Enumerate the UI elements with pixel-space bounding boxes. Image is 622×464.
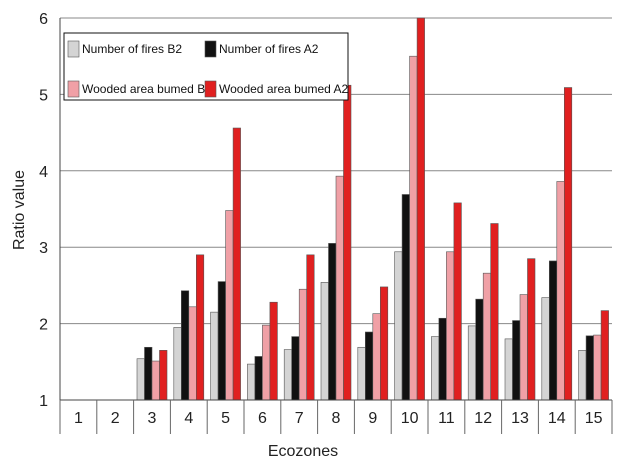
bar-1-6 [247, 364, 255, 400]
x-tick-label: 4 [184, 410, 193, 427]
y-tick-label: 4 [39, 164, 48, 181]
bar-1-9 [358, 347, 366, 400]
bar-2-9 [365, 332, 373, 400]
bar-4-9 [380, 287, 388, 400]
y-tick-label: 6 [39, 11, 48, 28]
bar-2-13 [513, 321, 521, 400]
bar-4-4 [196, 255, 204, 400]
legend-label: Wooded area bumed B2 [82, 82, 212, 96]
bar-1-3 [137, 359, 145, 400]
y-tick-label: 2 [39, 317, 48, 334]
x-tick-label: 2 [111, 410, 120, 427]
y-axis-label: Ratio value [11, 170, 28, 250]
bar-4-14 [564, 88, 572, 400]
bar-2-3 [145, 347, 153, 400]
bar-3-4 [189, 307, 197, 400]
bar-1-14 [542, 298, 550, 400]
x-tick-label: 11 [438, 410, 455, 427]
bar-1-7 [284, 350, 292, 400]
bar-3-8 [336, 176, 344, 400]
x-tick-label: 5 [221, 410, 230, 427]
bar-4-7 [307, 255, 315, 400]
bar-4-6 [270, 302, 278, 400]
legend-label: Number of fires A2 [219, 42, 319, 56]
bar-4-8 [344, 85, 352, 400]
x-tick-label: 7 [295, 410, 304, 427]
bar-1-5 [211, 312, 219, 400]
x-axis-label: Ecozones [268, 443, 338, 460]
bar-2-7 [292, 337, 300, 400]
bar-3-7 [299, 289, 307, 400]
bar-3-14 [557, 181, 565, 400]
legend-label: Wooded area bumed A2 [219, 82, 349, 96]
bar-2-10 [402, 194, 410, 400]
bar-1-8 [321, 282, 329, 400]
bar-4-11 [454, 203, 462, 400]
x-tick-label: 15 [585, 410, 603, 427]
bar-2-8 [329, 243, 337, 400]
x-tick-label: 13 [511, 410, 529, 427]
bar-2-11 [439, 318, 447, 400]
bar-2-4 [181, 291, 189, 400]
bar-1-10 [395, 252, 403, 400]
x-tick-label: 12 [474, 410, 492, 427]
legend-swatch [205, 81, 216, 97]
x-tick-label: 9 [368, 410, 377, 427]
bar-4-10 [417, 18, 425, 400]
bar-2-15 [586, 336, 594, 400]
x-tick-label: 14 [548, 410, 566, 427]
bar-3-6 [262, 325, 270, 400]
bar-2-5 [218, 282, 226, 400]
bar-1-11 [431, 337, 439, 400]
bar-2-12 [476, 299, 484, 400]
bar-2-14 [549, 261, 557, 400]
y-tick-label: 1 [39, 393, 48, 410]
legend-swatch [205, 41, 216, 57]
bar-4-13 [528, 259, 536, 400]
legend-label: Number of fires B2 [82, 42, 182, 56]
legend-swatch [68, 41, 79, 57]
bar-4-3 [160, 350, 168, 400]
x-tick-label: 3 [148, 410, 157, 427]
bar-3-5 [226, 211, 234, 400]
x-tick-label: 10 [401, 410, 419, 427]
bar-3-15 [594, 335, 602, 400]
legend: Number of fires B2 Number of fires A2 Wood… [64, 33, 349, 100]
bar-1-12 [468, 326, 476, 400]
bar-3-11 [446, 252, 454, 400]
bar-1-13 [505, 339, 513, 400]
x-tick-label: 8 [332, 410, 341, 427]
legend-swatch [68, 81, 79, 97]
bar-2-6 [255, 356, 263, 400]
bar-1-4 [174, 327, 182, 400]
bar-3-9 [373, 314, 381, 400]
bar-3-13 [520, 295, 528, 400]
bar-4-15 [601, 311, 609, 400]
bar-4-12 [491, 224, 499, 400]
bar-4-5 [233, 128, 241, 400]
x-tick-labels: 1 2 3 4 5 6 7 8 9 10 11 12 13 14 15 [74, 410, 603, 427]
bar-3-12 [483, 273, 491, 400]
y-tick-label: 5 [39, 87, 48, 104]
bar-1-15 [579, 350, 587, 400]
x-tick-label: 6 [258, 410, 267, 427]
bar-3-10 [410, 56, 418, 400]
x-tick-label: 1 [74, 410, 83, 427]
y-tick-label: 3 [39, 240, 48, 257]
y-tick-labels: 1 2 3 4 5 6 [39, 11, 48, 410]
bar-3-3 [152, 361, 160, 400]
